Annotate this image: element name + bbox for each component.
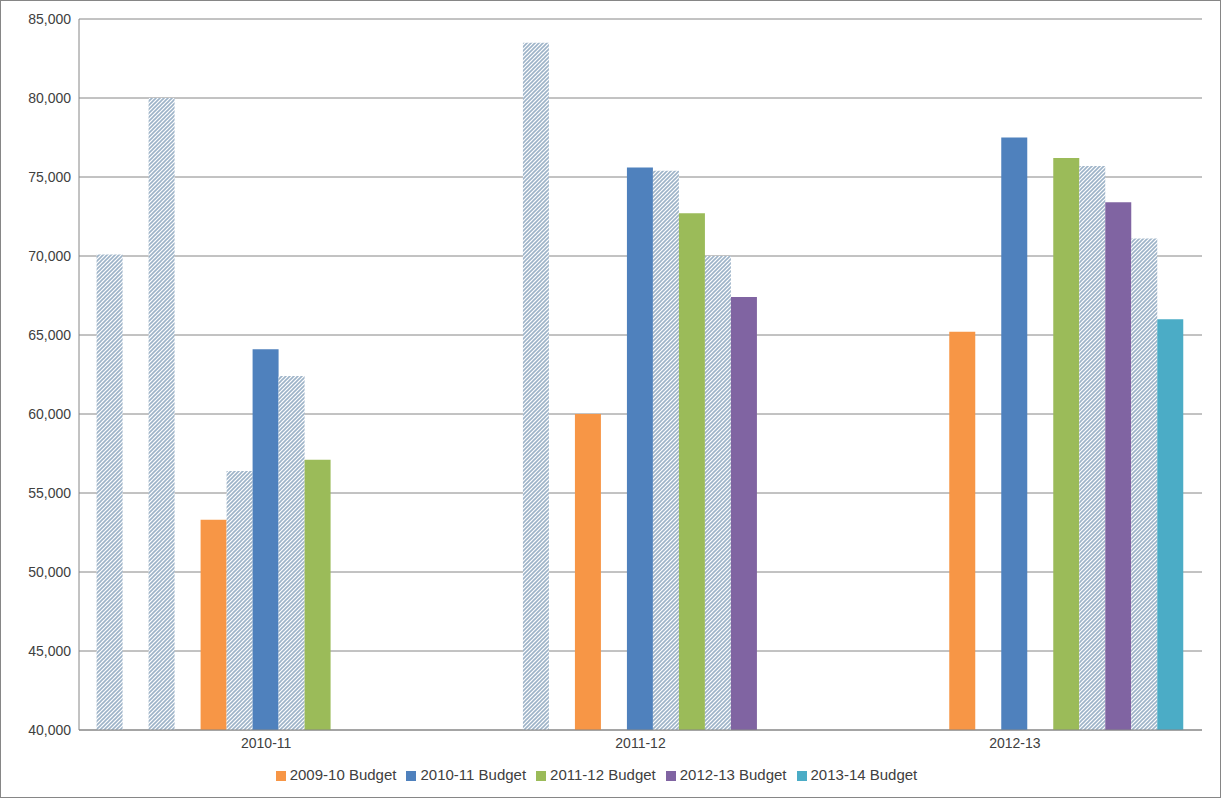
html-text:2009-10 Budget: 2009-10 Budget [289, 766, 397, 783]
svg-text:65,000: 65,000 [28, 327, 71, 343]
svg-text:2010-11: 2010-11 [241, 735, 292, 751]
svg-text:50,000: 50,000 [28, 564, 71, 580]
html-text:2010-11 Budget: 2010-11 Budget [420, 766, 527, 783]
svg-text:60,000: 60,000 [28, 406, 71, 422]
svg-text:70,000: 70,000 [28, 248, 71, 264]
html-text:2012-13 Budget: 2012-13 Budget [679, 766, 787, 783]
html-text:2013-14 Budget: 2013-14 Budget [810, 766, 918, 783]
svg-text:45,000: 45,000 [28, 643, 71, 659]
svg-text:2011-12: 2011-12 [615, 735, 666, 751]
svg-text:2012-13: 2012-13 [989, 735, 1041, 751]
svg-text:40,000: 40,000 [28, 722, 71, 738]
svg-text:55,000: 55,000 [28, 485, 71, 501]
svg-text:80,000: 80,000 [28, 90, 71, 106]
html-text:2011-12 Budget: 2011-12 Budget [550, 766, 656, 783]
svg-text:75,000: 75,000 [28, 169, 71, 185]
svg-text:85,000: 85,000 [28, 11, 71, 27]
